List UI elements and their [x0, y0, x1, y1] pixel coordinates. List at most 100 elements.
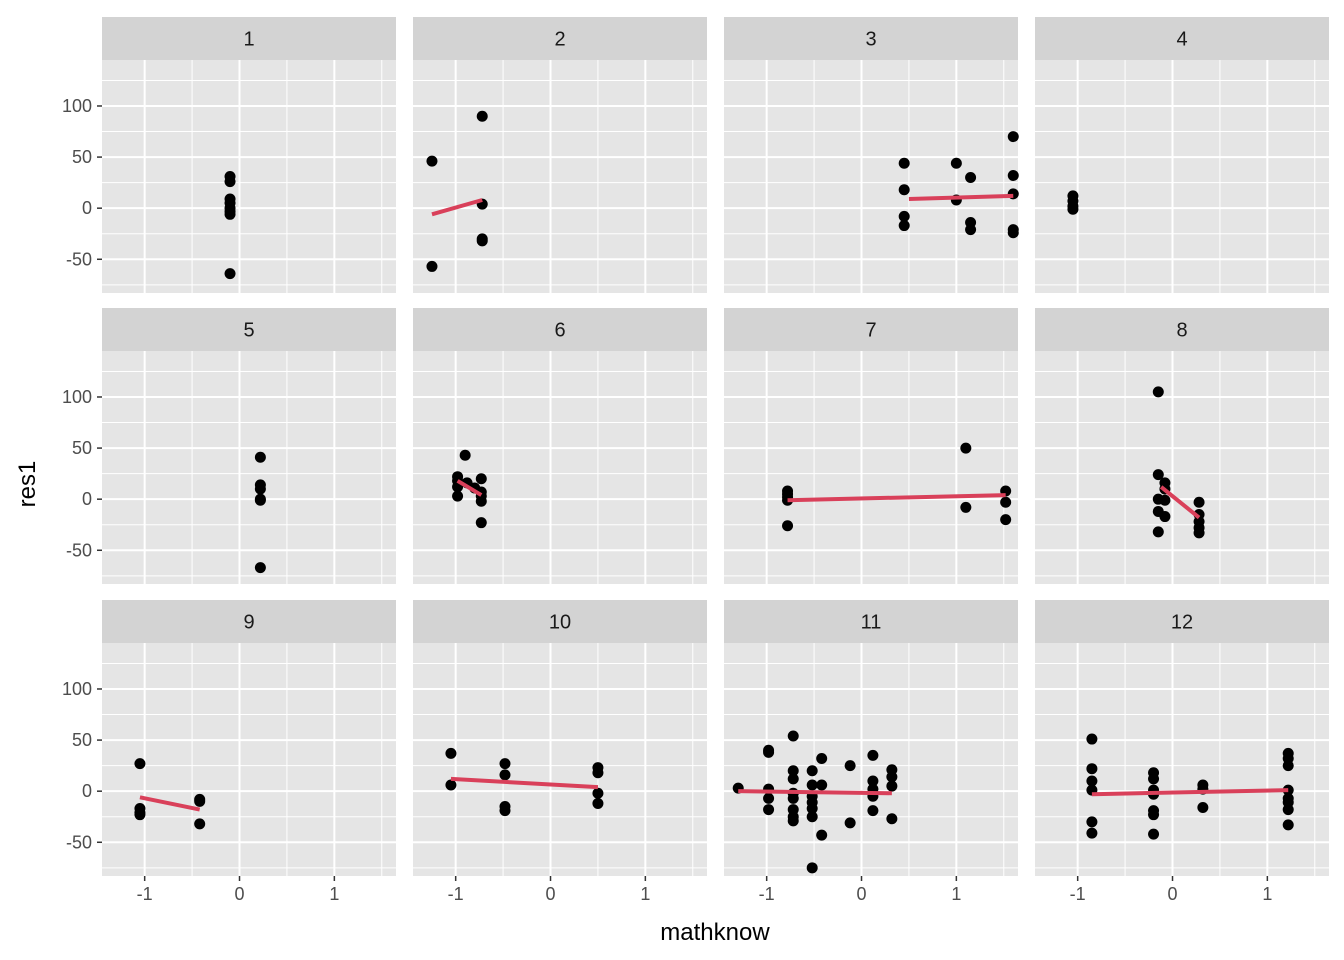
facet-panel-12: 12: [1035, 600, 1329, 876]
data-point: [782, 520, 794, 532]
data-point: [134, 809, 146, 821]
facet-panel-3: 3: [724, 17, 1019, 293]
facet-strip-label-9: 9: [243, 612, 254, 634]
panel-background: [724, 351, 1018, 584]
y-axis-layer: -50 0 50 100 -50 0 50 100 -50 0 50 100: [62, 96, 102, 852]
y-tick-label: 50: [72, 147, 92, 167]
facet-panel-7: 7: [724, 308, 1018, 584]
data-point: [1152, 526, 1164, 538]
data-point: [224, 208, 236, 220]
data-point: [898, 210, 910, 222]
data-point: [960, 442, 972, 454]
data-point: [806, 765, 818, 777]
data-point: [1086, 733, 1098, 745]
data-point: [254, 494, 266, 506]
data-point: [844, 817, 856, 829]
data-point: [806, 862, 818, 874]
data-point: [886, 780, 898, 792]
fit-line: [1091, 788, 1289, 797]
facet-strip-10: [413, 600, 707, 643]
data-point: [134, 758, 146, 770]
facet-panel-5: 5: [102, 308, 396, 584]
data-point: [475, 473, 487, 485]
data-point: [886, 813, 898, 825]
y-axis-title: res1: [14, 461, 41, 508]
fit-line: [431, 198, 483, 217]
data-point: [816, 752, 828, 764]
x-tick-label: 1: [951, 884, 961, 904]
x-tick-label: 0: [235, 884, 245, 904]
facet-strip-label-7: 7: [865, 320, 876, 342]
facet-strip-label-4: 4: [1176, 29, 1187, 51]
data-point: [886, 771, 898, 783]
data-point: [459, 449, 471, 461]
x-axis-layer: -1 0 1 -1 0 1 -1 0 1 -1 0 1: [137, 876, 1272, 904]
data-point: [476, 110, 488, 122]
fit-line: [787, 493, 1006, 503]
fit-line: [139, 795, 201, 812]
facet-panel-2: 2: [413, 17, 707, 293]
fit-line: [1159, 485, 1201, 520]
facet-panel-10: 10: [413, 600, 707, 876]
y-tick-label: 0: [82, 198, 92, 218]
data-point: [254, 562, 266, 574]
facet-strip-label-2: 2: [554, 29, 565, 51]
data-point: [254, 451, 266, 463]
data-point: [867, 805, 879, 817]
data-point: [965, 172, 977, 184]
fit-line: [450, 776, 599, 790]
data-point: [898, 157, 910, 169]
data-point: [1148, 773, 1160, 785]
data-point: [445, 779, 457, 791]
data-point: [592, 787, 604, 799]
x-tick-label: 1: [1262, 884, 1272, 904]
facet-strip-label-1: 1: [243, 29, 254, 51]
panel-background: [413, 60, 707, 293]
data-point: [426, 260, 438, 272]
data-point: [1282, 804, 1294, 816]
facet-strip-11: [724, 600, 1018, 643]
data-point: [787, 792, 799, 804]
fit-line: [738, 789, 892, 796]
facet-panel-1: 1: [102, 17, 396, 293]
x-tick-label: 0: [1168, 884, 1178, 904]
data-point: [1086, 763, 1098, 775]
data-point: [254, 483, 266, 495]
y-tick-label: -50: [66, 832, 92, 852]
data-point: [816, 829, 828, 841]
data-point: [806, 779, 818, 791]
data-point: [499, 769, 511, 781]
data-point: [763, 746, 775, 758]
y-tick-label: -50: [66, 540, 92, 560]
data-point: [475, 495, 487, 507]
data-point: [224, 268, 236, 280]
x-axis-title: mathknow: [660, 919, 770, 946]
facet-strip-label-8: 8: [1176, 320, 1187, 342]
data-point: [867, 749, 879, 761]
y-tick-label: 50: [72, 730, 92, 750]
data-point: [194, 795, 206, 807]
data-point: [1152, 386, 1164, 398]
facet-strip-label-12: 12: [1171, 612, 1193, 634]
y-tick-label: 50: [72, 438, 92, 458]
facet-strip-9: [102, 600, 396, 643]
data-point: [499, 758, 511, 770]
data-point: [787, 815, 799, 827]
x-tick-label: -1: [759, 884, 775, 904]
y-tick-label: 100: [62, 96, 92, 116]
facet-strip-label-5: 5: [243, 320, 254, 342]
data-point: [445, 747, 457, 759]
facet-strip-7: [724, 308, 1018, 351]
data-point: [224, 176, 236, 188]
data-point: [194, 818, 206, 830]
data-point: [787, 730, 799, 742]
data-point: [592, 767, 604, 779]
panel-background: [102, 643, 396, 876]
x-tick-label: 0: [546, 884, 556, 904]
facet-strip-8: [1035, 308, 1329, 351]
data-point: [452, 490, 464, 502]
fit-line: [908, 193, 1014, 201]
facet-panel-9: 9: [102, 600, 396, 876]
panel-background: [413, 643, 707, 876]
